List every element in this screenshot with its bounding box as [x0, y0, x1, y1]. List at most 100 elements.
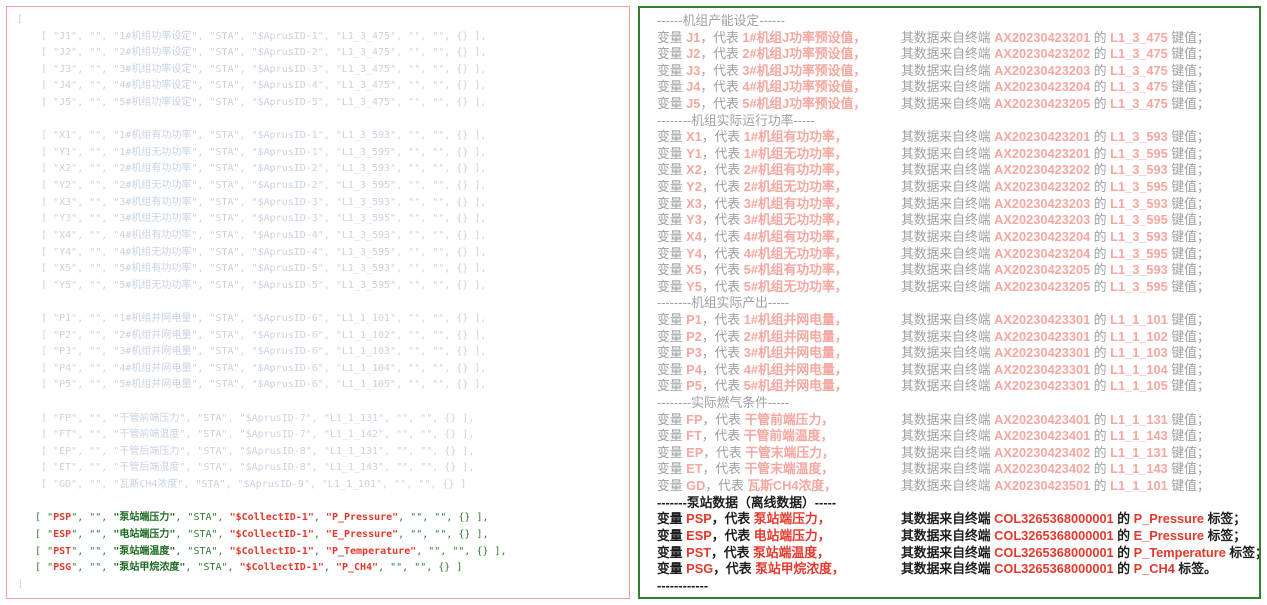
variable-id: J3 [686, 62, 701, 78]
variable-column: 变量 Y4，代表 4#机组无功功率， [657, 246, 901, 263]
variable-desc: 4#机组并网电量， [743, 361, 848, 377]
punctuation: ", "", [71, 562, 114, 574]
variable-column: 变量 P1，代表 1#机组并网电量， [657, 312, 901, 329]
terminal-id: AX20230423205 [994, 96, 1091, 112]
tail-label: 键值； [1167, 79, 1210, 95]
source-column: 其数据来自终端 AX20230423401 的 L1_1_131 键值； [901, 412, 1255, 429]
variable-column: 变量 Y5，代表 5#机组无功功率， [657, 279, 901, 296]
code-line: [ "P1", "", "1#机组并网电量", "STA", "$AprusID… [17, 311, 625, 328]
code-row-text: [ "FT", "", "干管前端温度", "STA", "$AprusID-7… [17, 429, 475, 441]
of-label: 的 [1090, 79, 1111, 95]
source-column: 其数据来自终端 AX20230423205 的 L1_3_593 键值； [901, 262, 1255, 279]
variable-desc: 干管末端温度， [744, 461, 835, 477]
code-row-text: [ "Y1", "", "1#机组无功功率", "STA", "$AprusID… [17, 146, 487, 158]
variable-id: GD [686, 478, 706, 494]
tail-label: 键值； [1167, 96, 1210, 112]
variable-column: 变量 J4，代表 4#机组J功率预设值， [657, 79, 901, 96]
source-label: 其数据来自终端 [901, 328, 995, 344]
variable-column: 变量 X2，代表 2#机组有功功率， [657, 162, 901, 179]
of-label: 的 [1090, 461, 1111, 477]
code-row-text: [ "EP", "", "干管后端压力", "STA", "$AprusID-8… [17, 445, 475, 457]
punctuation: [ " [17, 562, 54, 574]
variable-column: 变量 X1，代表 1#机组有功功率， [657, 129, 901, 146]
variable-id: X5 [686, 262, 702, 278]
documentation-line: 变量 J3，代表 3#机组J功率预设值， 其数据来自终端 AX2023042320… [657, 63, 1255, 80]
source-column: 其数据来自终端 COL3265368000001 的 P_Temperature… [901, 544, 1259, 562]
punctuation: , "", "", {} ] [378, 562, 463, 574]
prefix-label: 变量 [657, 212, 687, 228]
source-label: 其数据来自终端 [901, 527, 995, 543]
prefix-label: 变量 [657, 145, 687, 161]
source-column: 其数据来自终端 AX20230423501 的 L1_1_101 键值； [901, 478, 1255, 495]
tail-label: 键值； [1167, 411, 1210, 427]
code-row-text: [ "J2", "", "2#机组功率设定", "STA", "$AprusID… [17, 47, 487, 59]
terminal-id: AX20230423203 [994, 212, 1091, 228]
of-label: 的 [1090, 345, 1111, 361]
blank [17, 296, 23, 307]
variable-id: PSP [53, 512, 72, 524]
prefix-label: 变量 [657, 444, 687, 460]
of-label: 的 [1090, 328, 1111, 344]
represents-label: ，代表 [701, 145, 744, 161]
tail-label: 键值； [1167, 262, 1210, 278]
source-label: 其数据来自终端 [901, 561, 995, 577]
variable-id: J2 [686, 46, 701, 62]
key-name: L1_3_593 [1110, 162, 1168, 178]
variable-desc: 2#机组并网电量， [743, 328, 848, 344]
source-label: 其数据来自终端 [901, 511, 995, 527]
documentation-line: 变量 J2，代表 2#机组J功率预设值， 其数据来自终端 AX2023042320… [657, 46, 1255, 63]
source-column: 其数据来自终端 COL3265368000001 的 P_CH4 标签。 [901, 561, 1255, 578]
tail-label: 标签； [1229, 544, 1259, 560]
key-name: L1_3_595 [1110, 278, 1168, 294]
key-name: L1_3_593 [1110, 195, 1168, 211]
code-row-text: [ "P2", "", "2#机组并网电量", "STA", "$AprusID… [17, 329, 487, 341]
variable-column: 变量 FT，代表 干管前端温度， [657, 428, 901, 445]
variable-column: 变量 ET，代表 干管末端温度， [657, 461, 901, 478]
of-label: 的 [1090, 361, 1111, 377]
code-row-text: [ "GD", "", "瓦斯CH4浓度", "STA", "$AprusID-… [17, 479, 467, 491]
variable-desc: 1#机组无功功率， [743, 145, 848, 161]
source-label: 其数据来自终端 [901, 62, 995, 78]
represents-label: ，代表 [705, 478, 748, 494]
represents-label: ，代表 [701, 311, 744, 327]
represents-label: ，代表 [711, 527, 754, 543]
punctuation: , [313, 528, 326, 540]
of-label: 的 [1090, 411, 1111, 427]
variable-column: 变量 EP，代表 干管末端压力， [657, 445, 901, 462]
key-name: L1_1_102 [1110, 328, 1168, 344]
source-label: 其数据来自终端 [901, 461, 995, 477]
terminal-id: AX20230423202 [994, 162, 1091, 178]
prefix-label: 变量 [657, 378, 687, 394]
prefix-label: 变量 [657, 544, 687, 560]
variable-column: 变量 PSP，代表 泵站端压力， [657, 511, 901, 528]
represents-label: ，代表 [701, 179, 744, 195]
variable-id: P3 [686, 345, 702, 361]
documentation-line: 变量 J5，代表 5#机组J功率预设值， 其数据来自终端 AX2023042320… [657, 96, 1255, 113]
terminal-id: AX20230423202 [994, 179, 1091, 195]
code-line: [ "X3", "", "3#机组有功功率", "STA", "$AprusID… [17, 195, 625, 212]
prefix-label: 变量 [657, 311, 687, 327]
of-label: 的 [1090, 311, 1111, 327]
of-label: 的 [1090, 129, 1111, 145]
code-row-text: [ "Y2", "", "2#机组无功功率", "STA", "$AprusID… [17, 180, 487, 192]
source-column: 其数据来自终端 AX20230423205 的 L1_3_595 键值； [901, 279, 1255, 296]
prefix-label: 变量 [657, 511, 687, 527]
code-line: [ "Y4", "", "4#机组无功功率", "STA", "$AprusID… [17, 245, 625, 262]
terminal-id: COL3265368000001 [994, 561, 1114, 577]
blank [17, 496, 23, 507]
variable-id: P4 [686, 361, 702, 377]
source-label: 其数据来自终端 [901, 79, 995, 95]
tail-label: 键值； [1167, 212, 1210, 228]
terminal-id: AX20230423201 [994, 29, 1091, 45]
punctuation: , [323, 562, 336, 574]
variable-column: 变量 X5，代表 5#机组有功功率， [657, 262, 901, 279]
terminal-id: AX20230423301 [994, 345, 1091, 361]
tail-label: 键值； [1167, 46, 1210, 62]
tail-label: 标签； [1204, 527, 1246, 543]
of-label: 的 [1090, 179, 1111, 195]
variable-desc: "泵站端温度" [113, 545, 176, 557]
key-name: L1_3_595 [1110, 179, 1168, 195]
terminal-id: AX20230423203 [994, 195, 1091, 211]
tail-label: 键值； [1167, 444, 1210, 460]
tail-label: 键值； [1167, 278, 1210, 294]
